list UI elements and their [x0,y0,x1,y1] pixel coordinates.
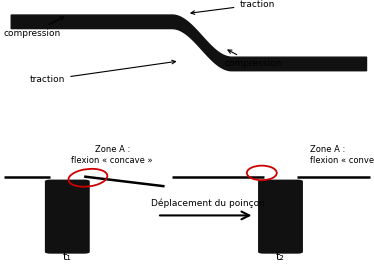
Text: t₁: t₁ [63,252,72,262]
Text: Déplacement du poinçon: Déplacement du poinçon [151,199,264,208]
Text: traction: traction [191,0,275,14]
Polygon shape [11,15,367,71]
Text: Zone A :
flexion « concave »: Zone A : flexion « concave » [71,145,153,165]
Text: Zone A :
flexion « convexe»: Zone A : flexion « convexe» [310,145,374,165]
Text: t₂: t₂ [276,252,285,262]
FancyBboxPatch shape [45,180,90,254]
Text: compression: compression [224,50,282,68]
FancyBboxPatch shape [258,180,303,254]
Text: traction: traction [30,60,175,84]
Text: compression: compression [4,17,64,37]
